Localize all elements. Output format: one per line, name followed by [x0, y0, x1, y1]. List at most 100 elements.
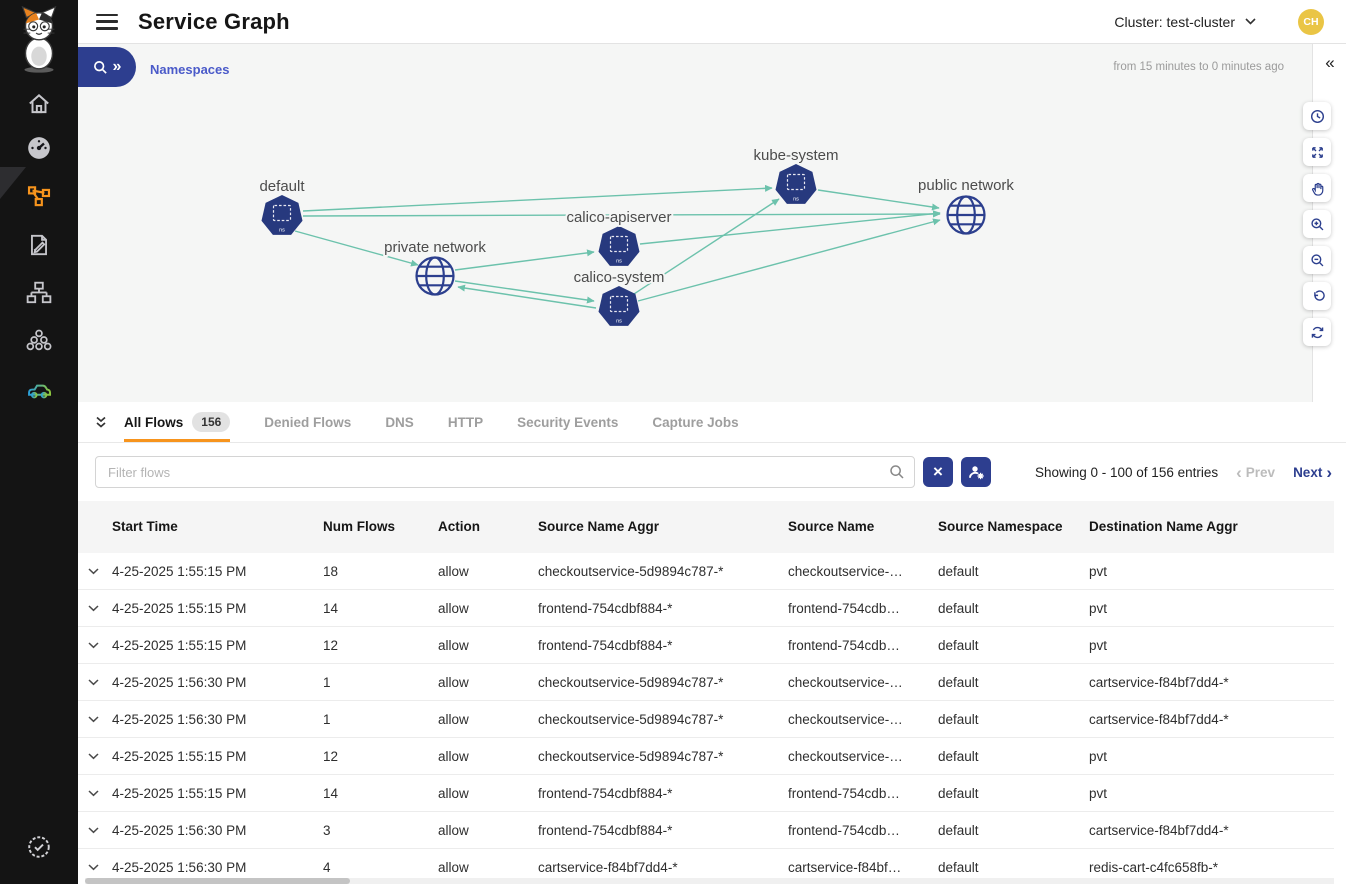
row-expand-button[interactable] [88, 604, 112, 612]
clear-filter-button[interactable]: × [923, 457, 953, 487]
horizontal-scrollbar[interactable] [85, 878, 350, 884]
user-gear-icon [968, 465, 984, 479]
next-page-button[interactable]: Next › [1293, 462, 1332, 482]
chevron-down-icon [88, 641, 99, 648]
chevron-right-icon: › [1326, 462, 1332, 482]
graph-node-calico-system[interactable]: ns [598, 286, 640, 326]
chevron-down-icon [88, 863, 99, 870]
graph-node-label: kube-system [753, 147, 838, 164]
chevron-down-icon [88, 715, 99, 722]
table-row[interactable]: 4-25-2025 1:56:30 PM 1 allow checkoutser… [78, 664, 1334, 701]
flows-filter-row: × Showing 0 - 100 of 156 entries ‹ P [78, 443, 1346, 501]
tab-dns[interactable]: DNS [385, 414, 414, 430]
column-settings-button[interactable] [961, 457, 991, 487]
refresh-icon [1311, 326, 1323, 338]
avatar[interactable]: CH [1298, 8, 1324, 35]
col-num-flows[interactable]: Num Flows [323, 519, 396, 535]
zoom-out-icon [1310, 253, 1323, 266]
table-row[interactable]: 4-25-2025 1:55:15 PM 14 allow frontend-7… [78, 775, 1334, 812]
col-start-time[interactable]: Start Time [112, 519, 178, 535]
svg-text:ns: ns [616, 259, 622, 265]
sidebar-item-clusters[interactable] [0, 321, 78, 361]
calico-cat-logo[interactable] [10, 5, 68, 73]
fit-to-view-button[interactable] [1303, 138, 1331, 166]
dashboard-gauge-icon [28, 137, 50, 159]
svg-text:ns: ns [793, 197, 799, 203]
row-expand-button[interactable] [88, 678, 112, 686]
sidebar-item-policies[interactable] [0, 225, 78, 265]
row-expand-button[interactable] [88, 752, 112, 760]
zoom-in-button[interactable] [1303, 210, 1331, 238]
pagination: Showing 0 - 100 of 156 entries ‹ Prev Ne… [1035, 464, 1332, 481]
row-expand-button[interactable] [88, 641, 112, 649]
chevron-down-icon [88, 826, 99, 833]
sidebar-item-endpoints[interactable] [0, 273, 78, 313]
zoom-out-button[interactable] [1303, 246, 1331, 274]
endpoints-icon [26, 281, 52, 304]
tab-all-flows[interactable]: All Flows 156 [124, 402, 231, 442]
col-source-name-aggr[interactable]: Source Name Aggr [538, 519, 660, 535]
filter-flows-input[interactable] [95, 456, 915, 488]
table-row[interactable]: 4-25-2025 1:55:15 PM 14 allow frontend-7… [78, 590, 1334, 627]
time-settings-button[interactable] [1303, 102, 1331, 130]
tab-http[interactable]: HTTP [447, 414, 484, 430]
row-expand-button[interactable] [88, 567, 112, 575]
row-expand-button[interactable] [88, 826, 112, 834]
table-row[interactable]: 4-25-2025 1:55:15 PM 12 allow checkoutse… [78, 738, 1334, 775]
reset-view-button[interactable] [1303, 282, 1331, 310]
graph-node-public-network[interactable] [946, 195, 986, 235]
sidebar-item-service-graph[interactable] [0, 176, 78, 216]
chevron-down-icon [88, 789, 99, 796]
image-assurance-car-icon [28, 384, 52, 399]
chevron-down-icon [88, 604, 99, 611]
page-title: Service Graph [138, 8, 290, 34]
graph-node-label: calico-apiserver [566, 209, 671, 226]
all-flows-count-badge: 156 [192, 412, 231, 432]
row-expand-button[interactable] [88, 715, 112, 723]
collapse-panel-icon[interactable]: « [1325, 53, 1335, 72]
collapse-flows-panel-button[interactable] [78, 402, 124, 442]
graph-node-label: calico-system [574, 269, 665, 286]
flows-table: Start Time Num Flows Action Source Name … [78, 501, 1334, 884]
graph-node-calico-apiserver[interactable]: ns [598, 226, 640, 266]
graph-node-kube-system[interactable]: ns [775, 164, 817, 204]
flows-panel: All Flows 156 Denied Flows DNS HTTP Secu… [78, 402, 1346, 884]
tab-security-events[interactable]: Security Events [517, 414, 619, 430]
table-row[interactable]: 4-25-2025 1:55:15 PM 18 allow checkoutse… [78, 553, 1334, 590]
pan-button[interactable] [1303, 174, 1331, 202]
sidebar-item-compliance[interactable] [0, 827, 78, 867]
expand-search-icon: » [112, 58, 122, 75]
prev-page-button[interactable]: ‹ Prev [1236, 462, 1276, 482]
search-icon[interactable] [889, 464, 905, 480]
sidebar-item-image-assurance[interactable] [0, 369, 78, 409]
clusters-icon [26, 329, 52, 351]
cluster-selector-label: Cluster: test-cluster [1114, 13, 1235, 30]
table-row[interactable]: 4-25-2025 1:55:15 PM 12 allow frontend-7… [78, 627, 1334, 664]
tab-denied-flows[interactable]: Denied Flows [264, 414, 352, 430]
menu-icon[interactable] [96, 13, 118, 30]
table-row[interactable]: 4-25-2025 1:56:30 PM 3 allow frontend-75… [78, 812, 1334, 849]
breadcrumb[interactable]: Namespaces [150, 62, 230, 77]
row-expand-button[interactable] [88, 789, 112, 797]
col-action[interactable]: Action [438, 519, 480, 535]
graph-node-private-network[interactable] [415, 256, 455, 296]
col-dest-name-aggr[interactable]: Destination Name Aggr [1089, 519, 1238, 535]
chevron-left-icon: ‹ [1236, 462, 1242, 482]
graph-search-button[interactable]: » [78, 47, 136, 87]
refresh-button[interactable] [1303, 318, 1331, 346]
chevron-double-down-icon [96, 416, 106, 428]
service-graph-canvas[interactable]: ns default private network ns calico-api… [78, 44, 1346, 402]
col-source-namespace[interactable]: Source Namespace [938, 519, 1063, 535]
clock-icon [1310, 109, 1324, 123]
svg-text:ns: ns [279, 228, 285, 234]
col-source-name[interactable]: Source Name [788, 519, 875, 535]
row-expand-button[interactable] [88, 863, 112, 871]
sidebar-item-home[interactable] [0, 84, 78, 124]
chevron-down-icon [1245, 18, 1256, 25]
graph-node-default[interactable]: ns [261, 195, 303, 235]
cluster-selector[interactable]: Cluster: test-cluster [1114, 14, 1256, 30]
sidebar-item-dashboard[interactable] [0, 128, 78, 168]
tab-capture-jobs[interactable]: Capture Jobs [652, 414, 739, 430]
table-row[interactable]: 4-25-2025 1:56:30 PM 1 allow checkoutser… [78, 701, 1334, 738]
